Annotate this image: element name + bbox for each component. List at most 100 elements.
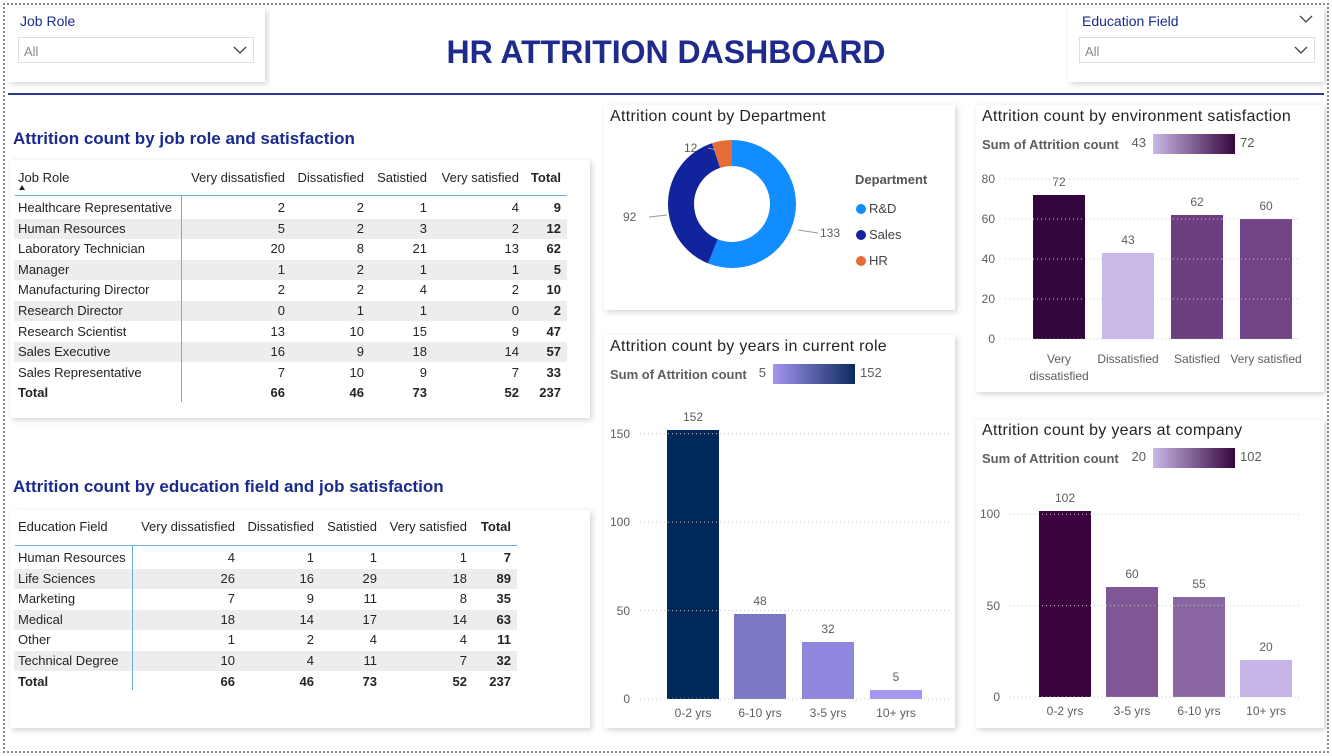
legend-title: Department [855, 172, 928, 187]
chart-title: Attrition count by Department [610, 108, 826, 125]
total-cell: 73 [362, 673, 377, 689]
dashboard-title: HR ATTRITION DASHBOARD [446, 34, 886, 70]
cell-value: 10 [546, 282, 561, 298]
cell-value: 1 [306, 550, 314, 565]
cell-value: 0 [511, 303, 519, 318]
table-title: Attrition count by education field and j… [13, 477, 444, 496]
data-label: 12 [684, 141, 698, 155]
y-tick-label: 0 [988, 332, 995, 346]
total-cell: 46 [349, 385, 364, 401]
bar [1171, 215, 1223, 339]
cell-value: 7 [277, 364, 285, 380]
color-scale-min: 43 [1131, 135, 1146, 150]
y-tick-label: 150 [609, 426, 630, 441]
cell-value: 0 [277, 303, 285, 318]
cell-value: 20 [270, 241, 285, 257]
legend-entry: Sales [869, 227, 902, 242]
y-tick-label: 20 [981, 292, 995, 306]
color-scale-label: Sum of Attrition count [982, 137, 1119, 152]
slicer-dropdown[interactable] [18, 37, 254, 63]
total-cell: 52 [452, 673, 467, 689]
row-label: Research Scientist [18, 323, 127, 339]
cell-value: 1 [511, 261, 519, 277]
cell-value: 16 [270, 344, 285, 360]
x-tick-label: 10+ yrs [1246, 704, 1286, 718]
data-label: 20 [1259, 640, 1273, 655]
x-tick-label: 10+ yrs [876, 706, 916, 720]
chart-title: Attrition count by years in current role [610, 338, 888, 355]
cell-value: 15 [412, 323, 427, 339]
slicer-label: Education Field [1082, 13, 1179, 29]
total-cell: 237 [489, 673, 511, 689]
x-tick-label: 6-10 yrs [738, 706, 782, 720]
bar [734, 614, 786, 699]
cell-value: 18 [452, 570, 467, 586]
column-header: Satistied [327, 519, 377, 534]
data-label: 92 [623, 210, 637, 224]
cell-value: 1 [369, 550, 377, 565]
data-label: 62 [1190, 195, 1204, 209]
bar [1106, 587, 1158, 697]
cell-value: 18 [220, 611, 235, 627]
row-label: Sales Executive [18, 344, 111, 360]
cell-value: 4 [511, 200, 519, 215]
column-header: Dissatisfied [297, 170, 364, 185]
bar [667, 430, 719, 699]
slicer-value: All [24, 44, 39, 59]
slicer-dropdown[interactable] [1079, 37, 1315, 63]
color-scale-max: 102 [1240, 449, 1262, 464]
cell-value: 1 [227, 632, 235, 648]
header-underline [15, 545, 517, 546]
total-cell: 66 [270, 385, 285, 401]
column-header: Total [480, 519, 511, 534]
color-scale-max: 152 [860, 365, 882, 380]
y-tick-label: 50 [616, 603, 630, 618]
row-label: Healthcare Representative [18, 200, 172, 215]
cell-value: 8 [459, 591, 467, 607]
total-cell: 237 [539, 385, 561, 401]
row-label: Technical Degree [18, 653, 119, 668]
cell-value: 62 [546, 241, 561, 257]
table-title: Attrition count by job role and satisfac… [13, 129, 355, 148]
color-scale-bar [1153, 448, 1235, 468]
legend-entry: R&D [869, 201, 897, 216]
row-shade [14, 259, 567, 280]
y-tick-label: 0 [993, 690, 1000, 704]
data-label: 5 [892, 670, 900, 685]
column-header: Satistied [377, 170, 427, 185]
cell-value: 89 [496, 570, 511, 586]
data-label: 152 [682, 410, 704, 425]
row-shade [14, 609, 517, 630]
cell-value: 4 [227, 550, 235, 565]
cell-value: 2 [356, 282, 364, 298]
column-header: Dissatisfied [247, 519, 314, 534]
column-header: Very dissatisfied [191, 170, 285, 185]
chart-title: Attrition count by environment satisfact… [982, 108, 1292, 125]
bar [1033, 195, 1085, 339]
x-tick-label: Dissatisfied [1097, 352, 1159, 366]
total-cell: Total [18, 385, 49, 401]
data-label: 60 [1125, 567, 1139, 582]
row-shade [14, 301, 567, 321]
x-tick-label: Very satisfied [1230, 352, 1302, 366]
cell-value: 7 [459, 653, 467, 668]
row-label: Laboratory Technician [18, 241, 145, 257]
column-divider [181, 196, 182, 402]
data-label: 60 [1259, 199, 1273, 213]
y-tick-label: 100 [979, 507, 1000, 522]
cell-value: 14 [299, 611, 314, 627]
cell-value: 4 [459, 632, 467, 648]
bar [1240, 219, 1292, 339]
y-tick-label: 0 [623, 692, 630, 706]
cell-value: 12 [546, 220, 561, 236]
row-label: Other [18, 632, 51, 648]
cell-value: 2 [511, 220, 519, 236]
cell-value: 9 [553, 200, 561, 215]
cell-value: 13 [504, 241, 519, 257]
cell-value: 3 [419, 220, 427, 236]
total-cell: 66 [220, 673, 235, 689]
total-cell: 52 [504, 385, 519, 401]
cell-value: 32 [496, 653, 511, 668]
total-cell: Total [18, 673, 49, 689]
